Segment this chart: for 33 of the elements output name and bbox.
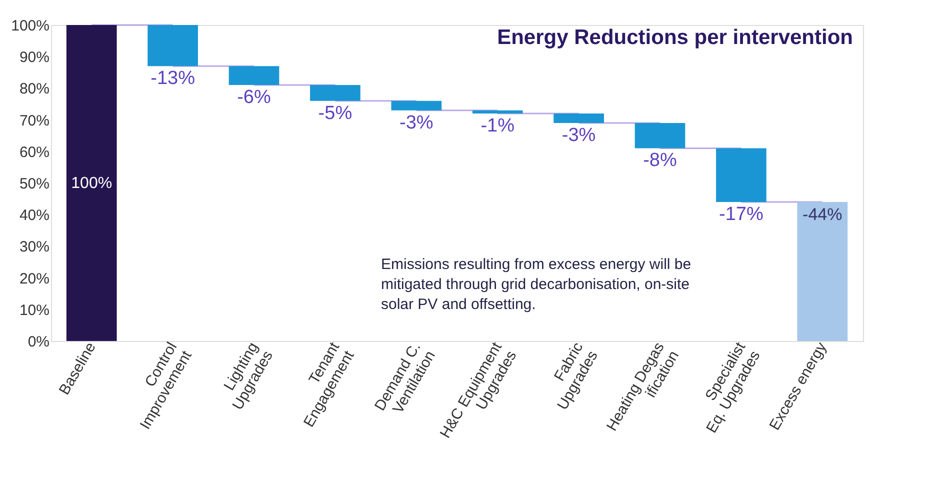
data-label: -13% bbox=[150, 68, 196, 90]
bar bbox=[148, 25, 198, 66]
bar bbox=[310, 85, 360, 101]
y-tick-label: 0% bbox=[28, 334, 50, 350]
bar bbox=[554, 113, 604, 123]
bar bbox=[634, 122, 686, 148]
annotation: Emissions resulting from excess energy will be mitigated through grid decarbonisation, on-site solar PV and offsetting. bbox=[381, 256, 692, 313]
y-tick-label: 10% bbox=[19, 302, 50, 319]
data-label: -5% bbox=[318, 102, 352, 124]
data-label: -1% bbox=[480, 115, 515, 136]
data-label: 100% bbox=[71, 175, 112, 192]
data-label: -3% bbox=[400, 112, 434, 134]
bar bbox=[66, 25, 117, 341]
y-tick-label: 40% bbox=[19, 207, 50, 224]
chart-title: Energy Reductions per intervention bbox=[497, 26, 853, 49]
y-tick-label: 80% bbox=[19, 80, 50, 98]
data-label: -8% bbox=[643, 150, 677, 172]
data-label: -3% bbox=[562, 124, 596, 146]
y-tick-label: 50% bbox=[19, 176, 50, 192]
y-tick-label: 100% bbox=[11, 18, 50, 34]
bar bbox=[472, 110, 523, 114]
y-tick-label: 70% bbox=[19, 112, 50, 130]
data-label: -6% bbox=[237, 87, 271, 108]
data-label: -44% bbox=[802, 204, 842, 224]
data-label: -17% bbox=[719, 204, 764, 225]
y-tick-label: 60% bbox=[19, 144, 50, 161]
y-tick-label: 30% bbox=[19, 238, 50, 256]
bar bbox=[716, 148, 766, 202]
bar bbox=[391, 100, 442, 110]
y-tick-label: 20% bbox=[19, 270, 50, 288]
bar bbox=[228, 66, 280, 86]
y-tick-label: 90% bbox=[19, 49, 50, 66]
bar bbox=[797, 202, 848, 341]
